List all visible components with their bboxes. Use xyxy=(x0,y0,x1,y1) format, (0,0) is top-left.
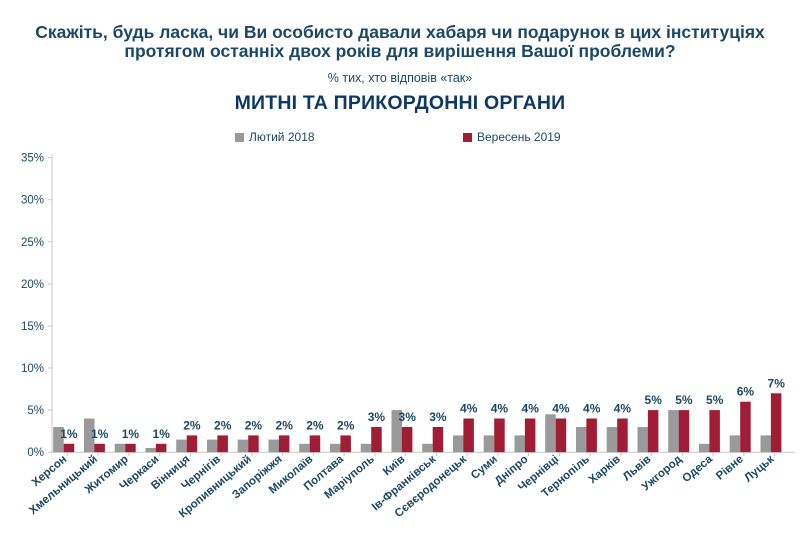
svg-text:0%: 0% xyxy=(27,447,44,459)
svg-text:2%: 2% xyxy=(337,418,355,432)
svg-text:4%: 4% xyxy=(491,402,509,416)
svg-text:1%: 1% xyxy=(122,427,140,441)
svg-text:Одеса: Одеса xyxy=(680,453,715,485)
svg-text:1%: 1% xyxy=(60,427,78,441)
svg-text:5%: 5% xyxy=(675,393,693,407)
svg-text:Луцьк: Луцьк xyxy=(742,453,776,484)
svg-text:2%: 2% xyxy=(214,418,232,432)
svg-text:5%: 5% xyxy=(706,393,724,407)
svg-text:20%: 20% xyxy=(21,279,44,291)
svg-text:2%: 2% xyxy=(183,418,201,432)
svg-text:4%: 4% xyxy=(583,402,601,416)
svg-text:10%: 10% xyxy=(21,363,44,375)
svg-text:5%: 5% xyxy=(27,405,44,417)
svg-text:15%: 15% xyxy=(21,321,44,333)
svg-text:2%: 2% xyxy=(276,418,294,432)
svg-text:1%: 1% xyxy=(153,427,171,441)
svg-text:4%: 4% xyxy=(522,402,540,416)
svg-text:Рівне: Рівне xyxy=(714,453,746,482)
svg-text:35%: 35% xyxy=(21,153,44,165)
svg-text:3%: 3% xyxy=(399,410,417,424)
svg-text:7%: 7% xyxy=(768,376,786,390)
svg-text:1%: 1% xyxy=(91,427,109,441)
svg-text:4%: 4% xyxy=(460,402,478,416)
svg-text:Київ: Київ xyxy=(381,453,407,478)
svg-text:3%: 3% xyxy=(368,410,386,424)
svg-text:Харків: Харків xyxy=(587,453,623,486)
svg-text:5%: 5% xyxy=(645,393,663,407)
svg-text:2%: 2% xyxy=(306,418,324,432)
svg-text:30%: 30% xyxy=(21,195,44,207)
svg-text:6%: 6% xyxy=(737,385,755,399)
svg-text:25%: 25% xyxy=(21,237,44,249)
svg-text:4%: 4% xyxy=(552,402,570,416)
svg-text:4%: 4% xyxy=(614,402,632,416)
svg-text:2%: 2% xyxy=(245,418,263,432)
svg-text:3%: 3% xyxy=(429,410,447,424)
